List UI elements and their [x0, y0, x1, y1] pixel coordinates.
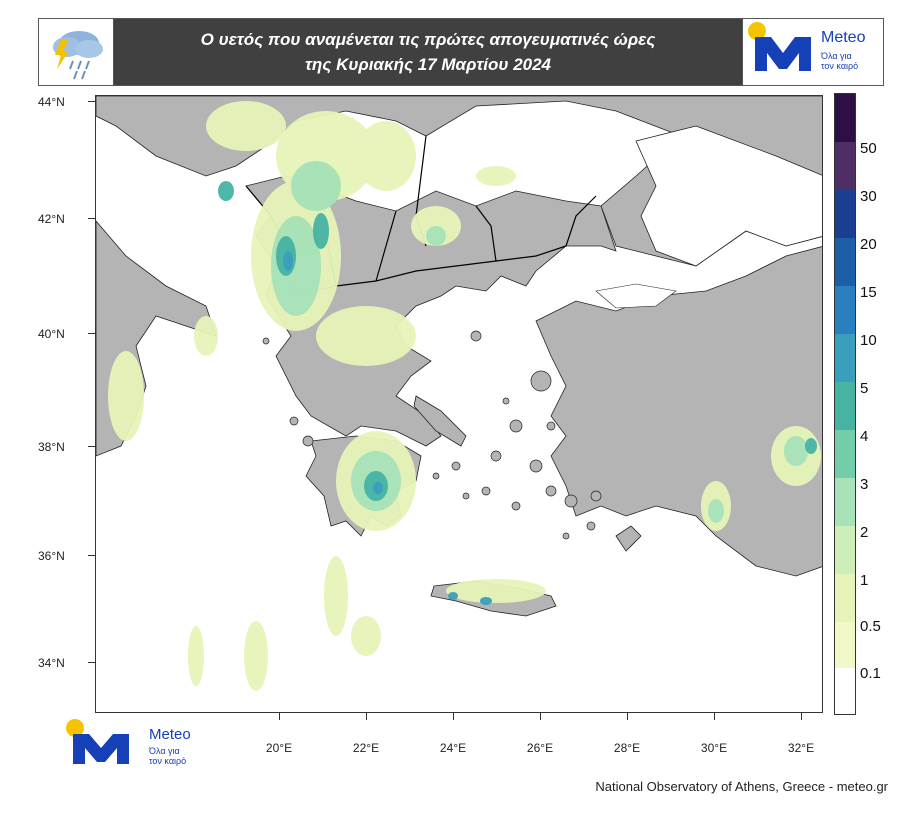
legend-swatch [835, 238, 855, 286]
legend-swatch [835, 286, 855, 334]
rain-cloud-lightning-icon [53, 31, 103, 80]
lon-label-22: 22°E [352, 741, 380, 755]
legend-swatch [835, 94, 855, 142]
evia [413, 395, 467, 447]
lat-label-44: 44°N [38, 95, 65, 109]
logo-tagline-2: τον καιρό [821, 61, 859, 71]
legend-swatch [835, 478, 855, 526]
precipitation-map [95, 95, 823, 713]
legend-swatch [835, 526, 855, 574]
lon-tick [801, 713, 802, 720]
legend-label: 2 [860, 524, 869, 541]
aegean-islands [262, 330, 602, 540]
lat-label-36: 36°N [38, 549, 65, 563]
legend-label: 3 [860, 476, 869, 493]
legend-swatch [835, 382, 855, 430]
precipitation-legend [834, 93, 856, 715]
map-canvas [96, 96, 822, 712]
marmara-sea [595, 283, 677, 309]
legend-label: 15 [860, 284, 877, 301]
legend-swatch [835, 430, 855, 478]
meteo-logo-footer: Meteo Όλα για τον καιρό [63, 716, 213, 768]
black-sea [635, 125, 822, 267]
lat-label-38: 38°N [38, 440, 65, 454]
legend-swatch [835, 190, 855, 238]
legend-label: 30 [860, 188, 877, 205]
legend-label: 50 [860, 140, 877, 157]
lon-label-32: 32°E [787, 741, 815, 755]
meteo-m-icon [748, 22, 811, 71]
lon-tick [627, 713, 628, 720]
lat-tick [88, 446, 95, 447]
logo-tagline-1: Όλα για [821, 51, 852, 61]
lon-tick [453, 713, 454, 720]
lat-tick [88, 218, 95, 219]
lon-tick [714, 713, 715, 720]
logo-tagline-1: Όλα για [149, 746, 180, 756]
lon-label-20: 20°E [265, 741, 293, 755]
logo-tagline-2: τον καιρό [149, 756, 187, 766]
lon-label-26: 26°E [526, 741, 554, 755]
legend-label: 4 [860, 428, 869, 445]
precipitation-overlay [108, 101, 821, 691]
title-line-1: Ο υετός που αναμένεται τις πρώτες απογευ… [200, 30, 656, 49]
legend-swatch [835, 622, 855, 668]
weather-icon-box [39, 19, 114, 85]
legend-label: 20 [860, 236, 877, 253]
lat-tick [88, 333, 95, 334]
legend-label: 10 [860, 332, 877, 349]
lon-tick [279, 713, 280, 720]
lat-tick [88, 101, 95, 102]
lon-label-30: 30°E [700, 741, 728, 755]
lat-tick [88, 555, 95, 556]
legend-swatch [835, 142, 855, 190]
lon-tick [366, 713, 367, 720]
logo-brand: Meteo [149, 726, 191, 743]
lon-label-24: 24°E [439, 741, 467, 755]
lat-label-40: 40°N [38, 327, 65, 341]
legend-label: 5 [860, 380, 869, 397]
lat-tick [88, 662, 95, 663]
header-banner: Ο υετός που αναμένεται τις πρώτες απογευ… [38, 18, 884, 86]
lat-label-34: 34°N [38, 656, 65, 670]
title-line-2: της Κυριακής 17 Μαρτίου 2024 [304, 55, 552, 74]
anatolia [535, 246, 822, 577]
legend-label: 0.1 [860, 665, 881, 682]
logo-brand: Meteo [821, 29, 866, 46]
lon-label-28: 28°E [613, 741, 641, 755]
lat-label-42: 42°N [38, 212, 65, 226]
map-title: Ο υετός που αναμένεται τις πρώτες απογευ… [113, 27, 743, 77]
rhodes [615, 525, 642, 552]
legend-swatch [835, 334, 855, 382]
legend-label: 0.5 [860, 618, 881, 635]
meteo-logo-header: Meteo Όλα για τον καιρό [742, 19, 883, 85]
legend-swatch [835, 668, 855, 714]
lon-tick [540, 713, 541, 720]
legend-label: 1 [860, 572, 869, 589]
source-credit: National Observatory of Athens, Greece -… [595, 779, 888, 794]
legend-swatch [835, 574, 855, 622]
meteo-m-icon [66, 719, 129, 764]
